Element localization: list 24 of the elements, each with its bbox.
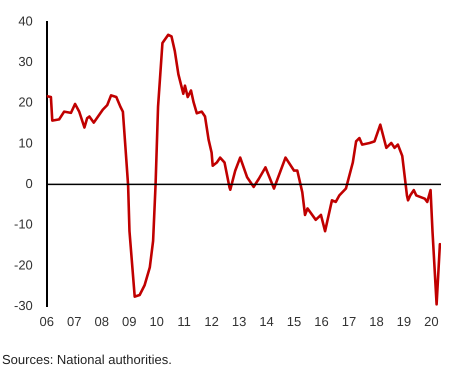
x-tick-label: 08 <box>94 314 109 329</box>
y-tick-label: -20 <box>14 257 33 272</box>
x-tick-label: 19 <box>396 314 412 329</box>
y-tick-label: -30 <box>14 298 33 313</box>
x-tick-label: 09 <box>122 314 136 329</box>
x-tick-label: 17 <box>342 314 356 329</box>
x-tick-label: 11 <box>177 314 191 329</box>
y-tick-label: 10 <box>18 135 33 150</box>
x-tick-label: 16 <box>314 314 329 329</box>
x-tick-label: 15 <box>286 314 302 329</box>
x-tick-label: 20 <box>424 314 439 329</box>
y-tick-label: 40 <box>18 13 33 28</box>
x-tick-label: 12 <box>204 314 219 329</box>
x-tick-label: 13 <box>232 314 246 329</box>
y-tick-label: 30 <box>18 54 33 70</box>
x-tick-label: 06 <box>40 314 54 329</box>
y-tick-label: 20 <box>18 94 33 110</box>
source-note: Sources: National authorities. <box>1 352 173 367</box>
y-tick-label: 0 <box>26 176 33 192</box>
x-tick-label: 10 <box>149 314 164 329</box>
x-tick-label: 07 <box>67 314 82 329</box>
x-tick-label: 14 <box>259 314 274 329</box>
x-tick-label: 18 <box>369 314 384 329</box>
y-tick-label: -10 <box>14 216 33 232</box>
